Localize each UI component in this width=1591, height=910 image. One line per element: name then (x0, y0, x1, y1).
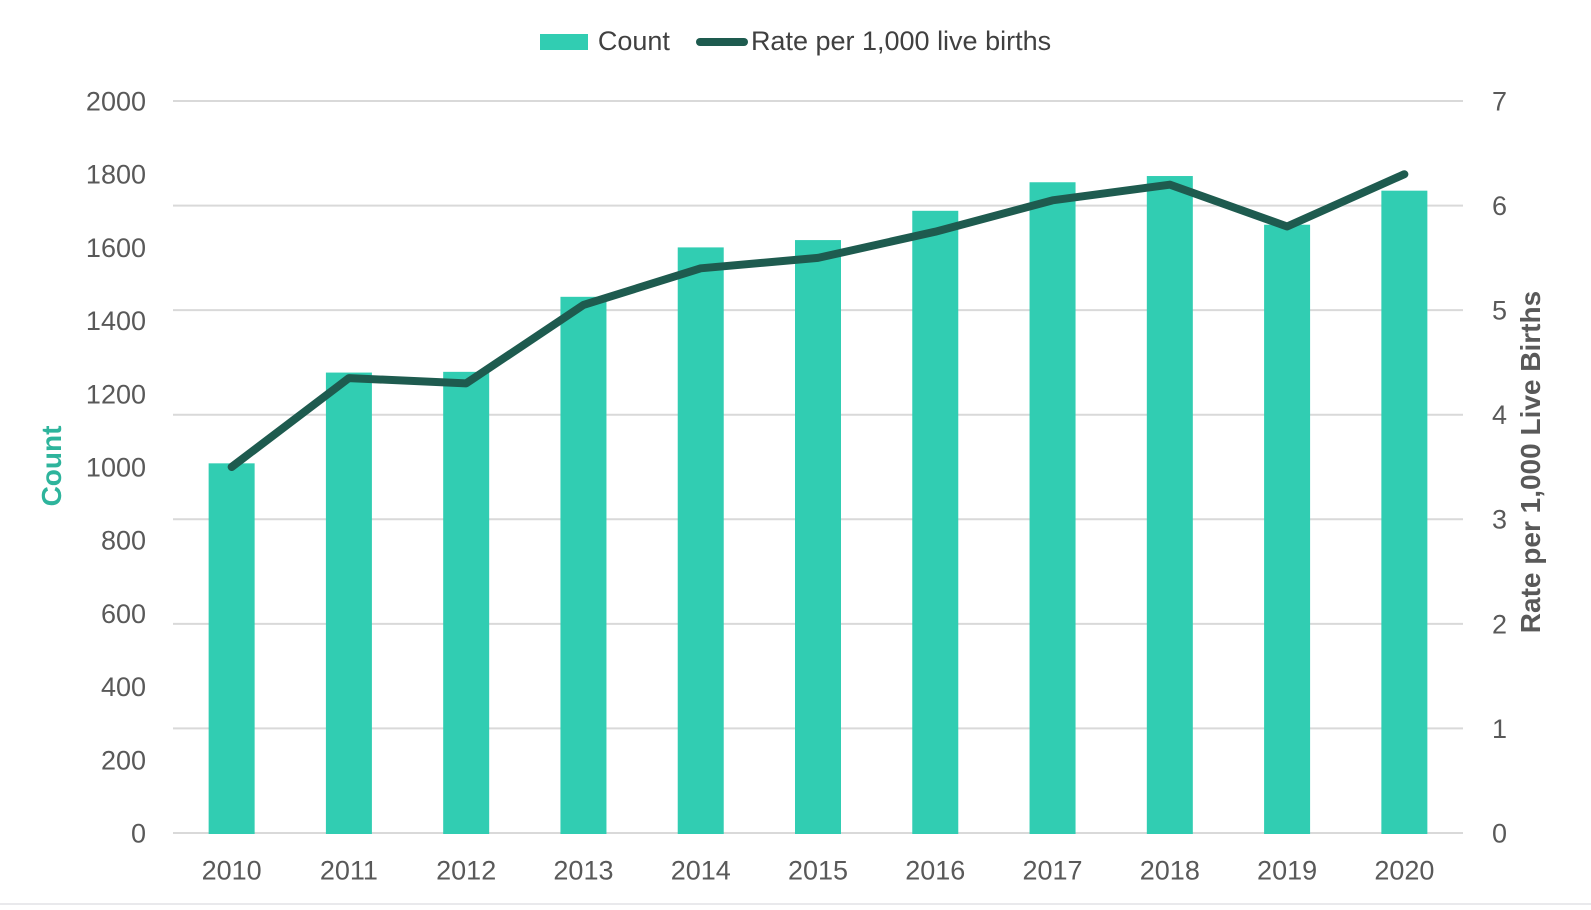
legend: Count Rate per 1,000 live births (0, 26, 1591, 57)
left-axis-tick-label: 400 (101, 672, 146, 702)
x-axis-label: 2017 (1023, 855, 1083, 885)
bar-2017 (1029, 182, 1076, 834)
right-axis-tick-label: 2 (1492, 609, 1507, 639)
bar-2011 (325, 372, 372, 834)
x-axis-label: 2015 (788, 855, 848, 885)
legend-label-count: Count (597, 26, 670, 56)
x-axis-label: 2018 (1140, 855, 1200, 885)
legend-item-rate: Rate per 1,000 live births (695, 26, 1052, 57)
bar-2012 (443, 371, 490, 834)
right-axis-tick-label: 1 (1492, 714, 1507, 744)
rate-legend-line-icon (695, 37, 748, 46)
x-axis-label: 2010 (202, 855, 262, 885)
left-axis-tick-label: 1800 (86, 160, 146, 190)
x-axis-label: 2013 (553, 855, 613, 885)
left-axis-tick-label: 600 (101, 599, 146, 629)
bar-2015 (795, 240, 841, 834)
left-axis-tick-label: 1600 (86, 233, 146, 263)
right-axis-tick-label: 4 (1492, 400, 1507, 430)
left-axis-tick-label: 1200 (86, 379, 146, 409)
x-axis-label: 2012 (436, 855, 496, 885)
right-axis-tick-label: 3 (1492, 505, 1507, 535)
rate-line (227, 170, 1409, 471)
bottom-border-divider (0, 903, 1591, 905)
bar-2019 (1264, 224, 1311, 834)
left-axis-tick-label: 200 (101, 745, 146, 775)
x-axis-label: 2014 (671, 855, 731, 885)
right-axis-tick-label: 6 (1492, 191, 1507, 221)
right-axis-tick-label: 5 (1492, 296, 1507, 326)
left-axis-tick-label: 0 (131, 818, 146, 848)
right-axis-tick-label: 7 (1492, 86, 1507, 116)
bar-2010 (208, 463, 255, 834)
right-axis-title: Rate per 1,000 Live Births (1515, 290, 1546, 634)
x-axis-label: 2019 (1257, 855, 1317, 885)
legend-item-count: Count (539, 26, 670, 57)
left-axis-tick-label: 1000 (86, 452, 146, 482)
bar-2014 (677, 247, 724, 834)
right-axis-tick-label: 0 (1492, 818, 1507, 848)
left-axis-title: Count (36, 425, 67, 507)
x-axis-label: 2016 (905, 855, 965, 885)
left-axis-tick-label: 2000 (86, 86, 146, 116)
left-axis-tick-label: 800 (101, 526, 146, 556)
bar-2013 (560, 296, 607, 834)
left-axis-tick-label: 1400 (86, 306, 146, 336)
x-axis-label: 2020 (1374, 855, 1434, 885)
bar-2016 (912, 210, 959, 835)
legend-label-rate: Rate per 1,000 live births (750, 26, 1052, 56)
x-axis-label: 2011 (320, 855, 378, 885)
bar-2018 (1146, 176, 1193, 834)
bar-2020 (1381, 190, 1428, 835)
count-legend-swatch-icon (539, 33, 588, 50)
